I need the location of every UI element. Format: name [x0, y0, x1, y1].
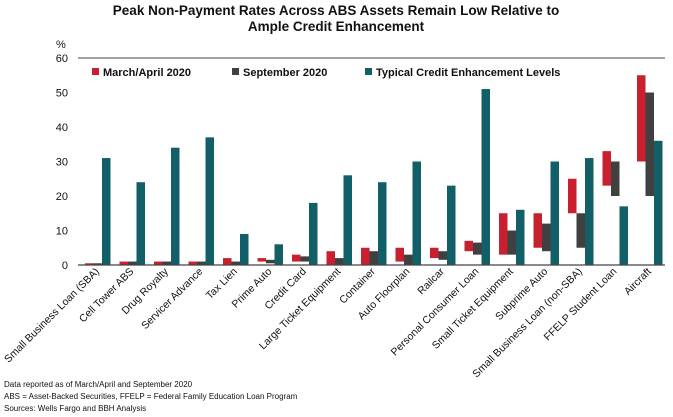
legend-swatch: [232, 68, 239, 75]
legend-label: September 2020: [243, 67, 327, 79]
bar-march-april: [430, 247, 439, 259]
y-tick-label: 50: [56, 88, 68, 100]
bar-september: [162, 261, 171, 265]
y-tick-label: 20: [56, 191, 68, 203]
bar-march-april: [602, 151, 611, 186]
bar-credit-enhancement: [136, 182, 145, 265]
bar-march-april: [568, 178, 577, 214]
bar-credit-enhancement: [240, 233, 249, 265]
bar-credit-enhancement: [171, 147, 180, 265]
bar-credit-enhancement: [619, 206, 628, 265]
chart-title-line-2: Ample Credit Enhancement: [248, 19, 425, 34]
y-axis-label: %: [56, 39, 66, 51]
bar-september: [369, 251, 378, 265]
bar-march-april: [464, 240, 473, 252]
y-tick-label: 30: [56, 157, 68, 169]
footnote-1: Data reported as of March/April and Sept…: [4, 380, 193, 389]
bar-september: [266, 259, 275, 264]
y-tick-label: 10: [56, 226, 68, 238]
bar-september: [611, 161, 620, 196]
bar-credit-enhancement: [102, 158, 111, 265]
y-tick-label: 40: [56, 122, 68, 134]
bar-september: [438, 251, 447, 260]
bar-credit-enhancement: [309, 202, 318, 265]
bar-september: [473, 242, 482, 255]
footnote-3: Sources: Wells Fargo and BBH Analysis: [4, 404, 146, 413]
bar-september: [404, 254, 413, 265]
bar-september: [300, 256, 309, 262]
legend-swatch: [92, 68, 99, 75]
bar-credit-enhancement: [205, 137, 214, 265]
bar-september: [576, 213, 585, 248]
bar-september: [335, 258, 344, 265]
bar-march-april: [637, 75, 646, 162]
bar-credit-enhancement: [550, 161, 559, 265]
bar-march-april: [85, 263, 94, 265]
bar-march-april: [326, 251, 335, 265]
chart-title-line-1: Peak Non-Payment Rates Across ABS Assets…: [113, 3, 559, 18]
bar-credit-enhancement: [516, 209, 525, 265]
bar-march-april: [499, 213, 508, 255]
x-tick-label: Servicer Advance: [139, 266, 205, 332]
bar-credit-enhancement: [585, 158, 594, 265]
bar-credit-enhancement: [447, 185, 456, 265]
y-tick-label: 60: [56, 53, 68, 65]
bar-september: [93, 263, 102, 265]
footnote-2: ABS = Asset-Backed Securities, FFELP = F…: [4, 392, 298, 401]
bar-march-april: [292, 254, 301, 262]
bar-september: [645, 92, 654, 196]
bar-march-april: [154, 261, 163, 265]
bar-september: [542, 223, 551, 252]
bar-september: [507, 230, 516, 255]
bar-march-april: [119, 261, 128, 265]
bar-credit-enhancement: [654, 140, 663, 265]
bar-september: [197, 261, 206, 265]
bar-credit-enhancement: [343, 175, 352, 265]
legend-label: Typical Credit Enhancement Levels: [376, 67, 560, 79]
bar-march-april: [533, 213, 542, 248]
bar-march-april: [223, 258, 232, 265]
bar-september: [128, 261, 137, 265]
y-tick-label: 0: [62, 260, 68, 272]
bar-credit-enhancement: [274, 244, 283, 265]
bar-march-april: [395, 247, 404, 262]
bar-march-april: [188, 261, 197, 265]
x-tick-label: Aircraft: [622, 266, 654, 298]
x-tick-label: Railcar: [415, 265, 447, 297]
bar-september: [231, 261, 240, 265]
bar-credit-enhancement: [412, 161, 421, 265]
bar-credit-enhancement: [481, 89, 490, 265]
legend-label: March/April 2020: [103, 67, 191, 79]
bar-march-april: [257, 258, 266, 262]
bar-credit-enhancement: [378, 182, 387, 265]
bar-march-april: [361, 247, 370, 265]
legend-swatch: [365, 68, 372, 75]
